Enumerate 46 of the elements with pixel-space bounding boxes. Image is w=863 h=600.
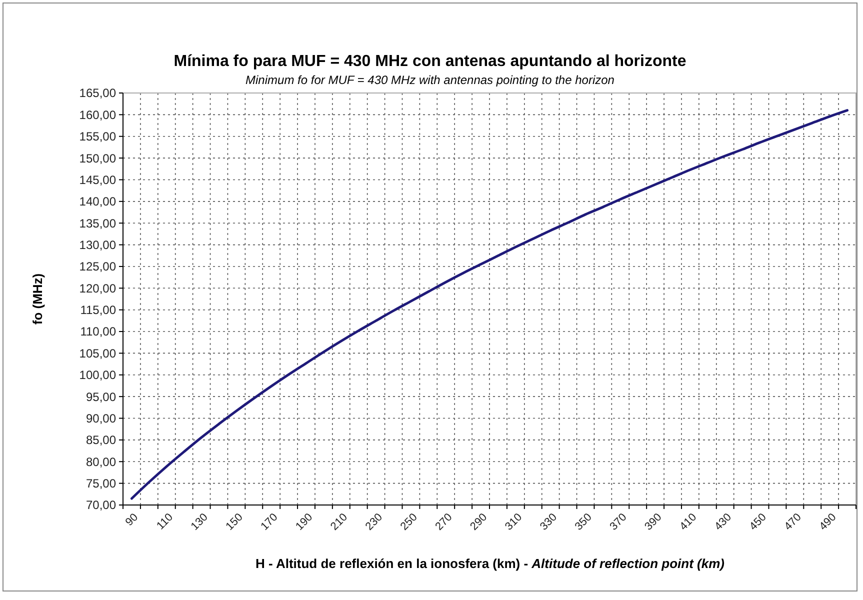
y-tick-label: 80,00 xyxy=(86,454,116,469)
chart-subtitle: Minimum fo for MUF = 430 MHz with antennas pointing to the horizon xyxy=(246,73,615,87)
y-tick-label: 155,00 xyxy=(79,130,116,144)
x-axis-title: H - Altitud de reflexión en la ionosfera (km) - Altitude of reflection point (km) xyxy=(256,556,724,571)
y-tick-label: 85,00 xyxy=(86,433,116,448)
line-series xyxy=(130,109,849,500)
x-tick-label: 450 xyxy=(747,511,769,533)
x-tick-label: 390 xyxy=(642,511,664,533)
x-tick-label: 270 xyxy=(433,511,455,533)
x-tick-label: 230 xyxy=(363,511,385,533)
y-tick-label: 105,00 xyxy=(79,346,116,360)
y-tick-label: 90,00 xyxy=(86,411,116,426)
x-tick-label: 110 xyxy=(154,511,176,532)
y-tick-label: 150,00 xyxy=(79,151,116,166)
x-tick-label: 150 xyxy=(224,511,246,533)
x-tick-label: 90 xyxy=(123,511,141,529)
x-tick-label: 310 xyxy=(503,511,525,533)
x-tick-label: 170 xyxy=(258,511,280,533)
y-tick-label: 140,00 xyxy=(79,194,116,209)
y-tick-label: 130,00 xyxy=(79,238,116,252)
x-tick-label: 130 xyxy=(188,511,210,533)
y-tick-label: 115,00 xyxy=(80,303,116,318)
x-tick-label: 370 xyxy=(608,511,630,533)
chart-title: Mínima fo para MUF = 430 MHz con antenas apuntando al horizonte xyxy=(174,53,686,70)
x-tick-label: 470 xyxy=(782,511,804,533)
y-tick-label: 95,00 xyxy=(86,390,116,404)
x-tick-label: 430 xyxy=(712,511,734,533)
x-tick-label: 290 xyxy=(468,511,490,533)
y-tick-label: 135,00 xyxy=(79,216,116,230)
y-tick-label: 120,00 xyxy=(79,281,116,296)
y-tick-label: 75,00 xyxy=(86,476,116,491)
y-axis-title: fo (MHz) xyxy=(30,273,45,325)
y-tick-label: 70,00 xyxy=(86,498,116,512)
y-tick-label: 125,00 xyxy=(79,260,116,274)
x-tick-label: 190 xyxy=(294,511,316,533)
x-tick-label: 250 xyxy=(398,511,420,533)
y-tick-label: 160,00 xyxy=(79,108,116,122)
y-tick-label: 100,00 xyxy=(79,368,116,382)
x-tick-label: 350 xyxy=(572,511,594,533)
y-tick-label: 145,00 xyxy=(79,172,116,187)
x-tick-label: 410 xyxy=(678,511,700,533)
y-tick-label: 110,00 xyxy=(80,324,116,339)
y-tick-label: 165,00 xyxy=(79,86,116,100)
x-tick-label: 490 xyxy=(817,511,839,533)
x-tick-label: 210 xyxy=(328,511,350,533)
x-tick-label: 330 xyxy=(538,511,560,533)
